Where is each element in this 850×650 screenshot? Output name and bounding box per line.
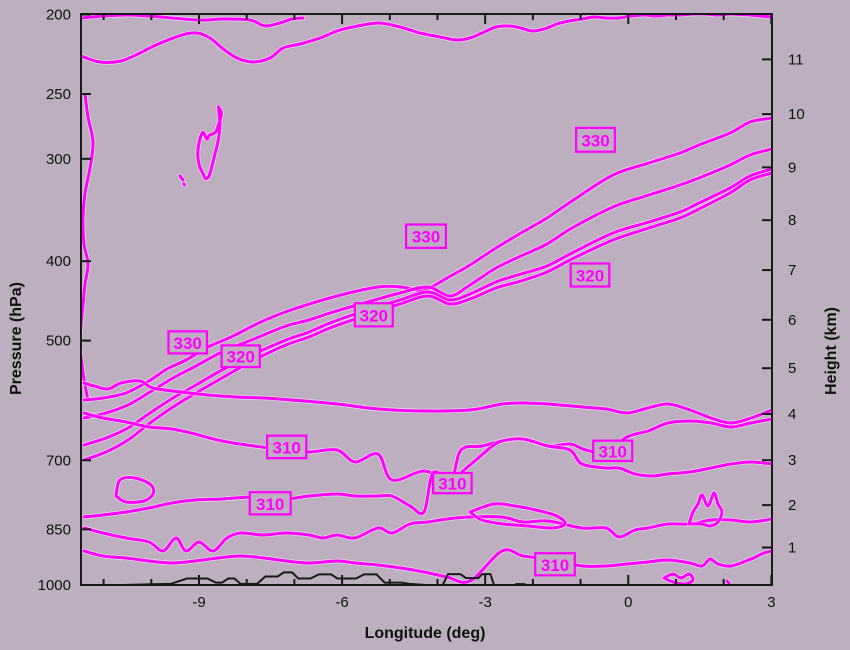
svg-text:5: 5: [788, 360, 796, 377]
svg-text:6: 6: [788, 312, 796, 329]
svg-text:7: 7: [788, 262, 796, 279]
svg-text:310: 310: [273, 438, 301, 457]
svg-text:11: 11: [788, 51, 804, 68]
svg-text:1000: 1000: [38, 577, 71, 594]
svg-text:200: 200: [46, 7, 71, 24]
svg-text:4: 4: [788, 406, 796, 423]
svg-text:-9: -9: [192, 594, 205, 611]
svg-text:320: 320: [227, 348, 255, 367]
svg-text:310: 310: [599, 442, 627, 461]
svg-text:300: 300: [46, 151, 71, 168]
svg-text:310: 310: [256, 495, 284, 514]
svg-text:3: 3: [767, 594, 775, 611]
svg-text:1: 1: [788, 540, 796, 557]
svg-text:-6: -6: [335, 594, 348, 611]
svg-text:310: 310: [438, 475, 466, 494]
svg-text:-3: -3: [479, 594, 492, 611]
svg-text:9: 9: [788, 159, 796, 176]
svg-text:700: 700: [46, 452, 71, 469]
svg-text:500: 500: [46, 333, 71, 350]
svg-text:0: 0: [624, 594, 632, 611]
svg-text:330: 330: [174, 334, 202, 353]
svg-text:320: 320: [576, 267, 604, 286]
svg-text:330: 330: [581, 131, 609, 150]
svg-text:320: 320: [360, 306, 388, 325]
svg-text:310: 310: [541, 556, 569, 575]
svg-text:400: 400: [46, 253, 71, 270]
svg-text:850: 850: [46, 521, 71, 538]
svg-text:250: 250: [46, 86, 71, 103]
svg-text:10: 10: [788, 106, 805, 123]
svg-text:330: 330: [412, 228, 440, 247]
svg-text:8: 8: [788, 212, 796, 229]
svg-text:2: 2: [788, 497, 796, 514]
svg-text:3: 3: [788, 452, 796, 469]
